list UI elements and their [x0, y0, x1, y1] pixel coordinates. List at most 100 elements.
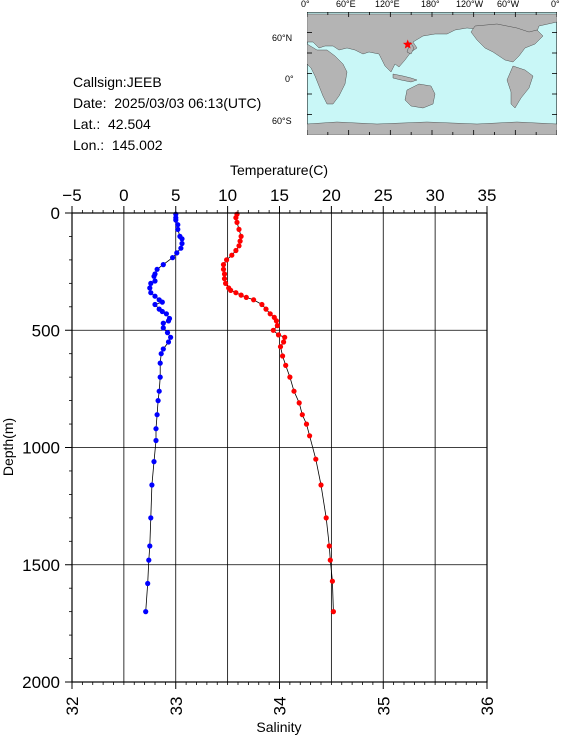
temperature-point — [223, 280, 229, 286]
temperature-tick-label: 15 — [270, 186, 289, 205]
temperature-point — [281, 339, 287, 345]
salinity-tick-label: 36 — [478, 697, 497, 716]
chart-series — [143, 211, 336, 615]
depth-tick-label: 0 — [51, 204, 60, 223]
temperature-point — [307, 433, 313, 439]
salinity-point — [147, 543, 153, 549]
temperature-point — [238, 292, 244, 298]
map-lon-label-60w: 60°W — [497, 0, 520, 9]
temperature-point — [303, 421, 310, 427]
salinity-point — [179, 240, 185, 247]
map-lon-label-0: 0° — [301, 0, 310, 9]
temperature-point — [229, 252, 235, 258]
salinity-point — [165, 318, 172, 324]
temperature-point — [291, 388, 297, 394]
temperature-point — [323, 515, 329, 521]
temperature-axis-title: Temperature(C) — [230, 162, 328, 178]
map-lon-label-60e: 60°E — [336, 0, 356, 9]
temperature-point — [220, 262, 227, 268]
depth-tick-label: 2000 — [22, 673, 60, 692]
date-text: Date: 2025/03/03 06:13(UTC) — [73, 95, 262, 111]
salinity-point — [178, 245, 184, 251]
temperature-point — [233, 215, 239, 221]
salinity-point — [159, 308, 165, 315]
depth-tick-label: 1000 — [22, 439, 60, 458]
salinity-tick-label: 33 — [167, 697, 186, 716]
temperature-tick-label: 30 — [426, 186, 445, 205]
depth-tick-label: 500 — [32, 321, 60, 340]
salinity-point — [151, 459, 157, 465]
world-map-canvas — [306, 11, 558, 136]
temperature-point — [282, 334, 288, 340]
salinity-point — [146, 557, 152, 563]
temperature-point — [326, 543, 332, 549]
temperature-point — [273, 318, 279, 324]
temperature-point — [236, 243, 242, 249]
salinity-point — [160, 320, 166, 326]
temperature-point — [270, 327, 276, 333]
temperature-point — [296, 400, 302, 406]
temperature-point — [329, 578, 335, 584]
world-map: 0° 60°E 120°E 180° 120°W 60°W 0° 60°N 0°… — [272, 0, 560, 136]
temperature-point — [224, 257, 230, 263]
salinity-point — [148, 290, 154, 296]
map-lon-label-120w: 120°W — [456, 0, 484, 9]
salinity-point — [179, 236, 185, 242]
temperature-tick-label: 35 — [478, 186, 497, 205]
temperature-point — [221, 276, 228, 282]
salinity-tick-label: 35 — [374, 697, 393, 716]
salinity-axis-title: Salinity — [256, 719, 301, 735]
temperature-point — [251, 297, 257, 303]
salinity-point — [145, 580, 151, 587]
temperature-point — [238, 233, 244, 239]
salinity-point — [160, 262, 166, 268]
salinity-point — [152, 278, 158, 284]
station-marker — [402, 39, 413, 49]
salinity-point — [160, 325, 166, 331]
salinity-point — [143, 609, 149, 615]
salinity-tick-label: 34 — [271, 697, 290, 716]
temperature-point — [263, 306, 269, 312]
salinity-profile-line — [145, 214, 183, 612]
salinity-point — [153, 437, 159, 444]
temperature-point — [233, 290, 239, 296]
salinity-point — [157, 374, 163, 380]
temperature-point — [234, 219, 240, 225]
salinity-point — [160, 346, 166, 352]
salinity-point — [149, 482, 155, 488]
salinity-point — [155, 398, 161, 404]
temperature-point — [228, 287, 234, 293]
depth-tick-label: 1500 — [22, 556, 60, 575]
temperature-point — [221, 271, 228, 277]
longitude-text: Lon.: 145.002 — [73, 137, 163, 153]
temperature-tick-label: 20 — [322, 186, 341, 205]
temperature-tick-label: 10 — [218, 186, 237, 205]
salinity-point — [154, 266, 160, 272]
map-lat-label-60s: 60°S — [272, 116, 292, 126]
temperature-point — [274, 323, 280, 329]
salinity-point — [165, 339, 172, 345]
salinity-point — [175, 226, 181, 232]
callsign-text: Callsign:JEEB — [73, 74, 162, 90]
temperature-point — [236, 226, 242, 232]
salinity-point — [152, 301, 158, 308]
salinity-point — [168, 334, 174, 340]
map-lat-label-60n: 60°N — [272, 33, 293, 43]
temperature-point — [330, 609, 336, 615]
salinity-point — [148, 280, 154, 286]
salinity-tick-label: 32 — [63, 697, 82, 716]
temperature-tick-label: 25 — [374, 186, 393, 205]
latitude-text: Lat.: 42.504 — [73, 116, 151, 132]
temperature-point — [327, 557, 333, 563]
temperature-profile-line — [223, 214, 334, 612]
temperature-tick-label: −5 — [62, 186, 81, 205]
depth-axis-title: Depth(m) — [0, 418, 16, 476]
temperature-point — [275, 332, 282, 338]
temperature-point — [299, 412, 305, 418]
chart-grid — [72, 213, 487, 682]
salinity-point — [173, 217, 179, 223]
temperature-point — [280, 353, 286, 359]
temperature-point — [318, 482, 324, 488]
salinity-point — [147, 285, 153, 291]
